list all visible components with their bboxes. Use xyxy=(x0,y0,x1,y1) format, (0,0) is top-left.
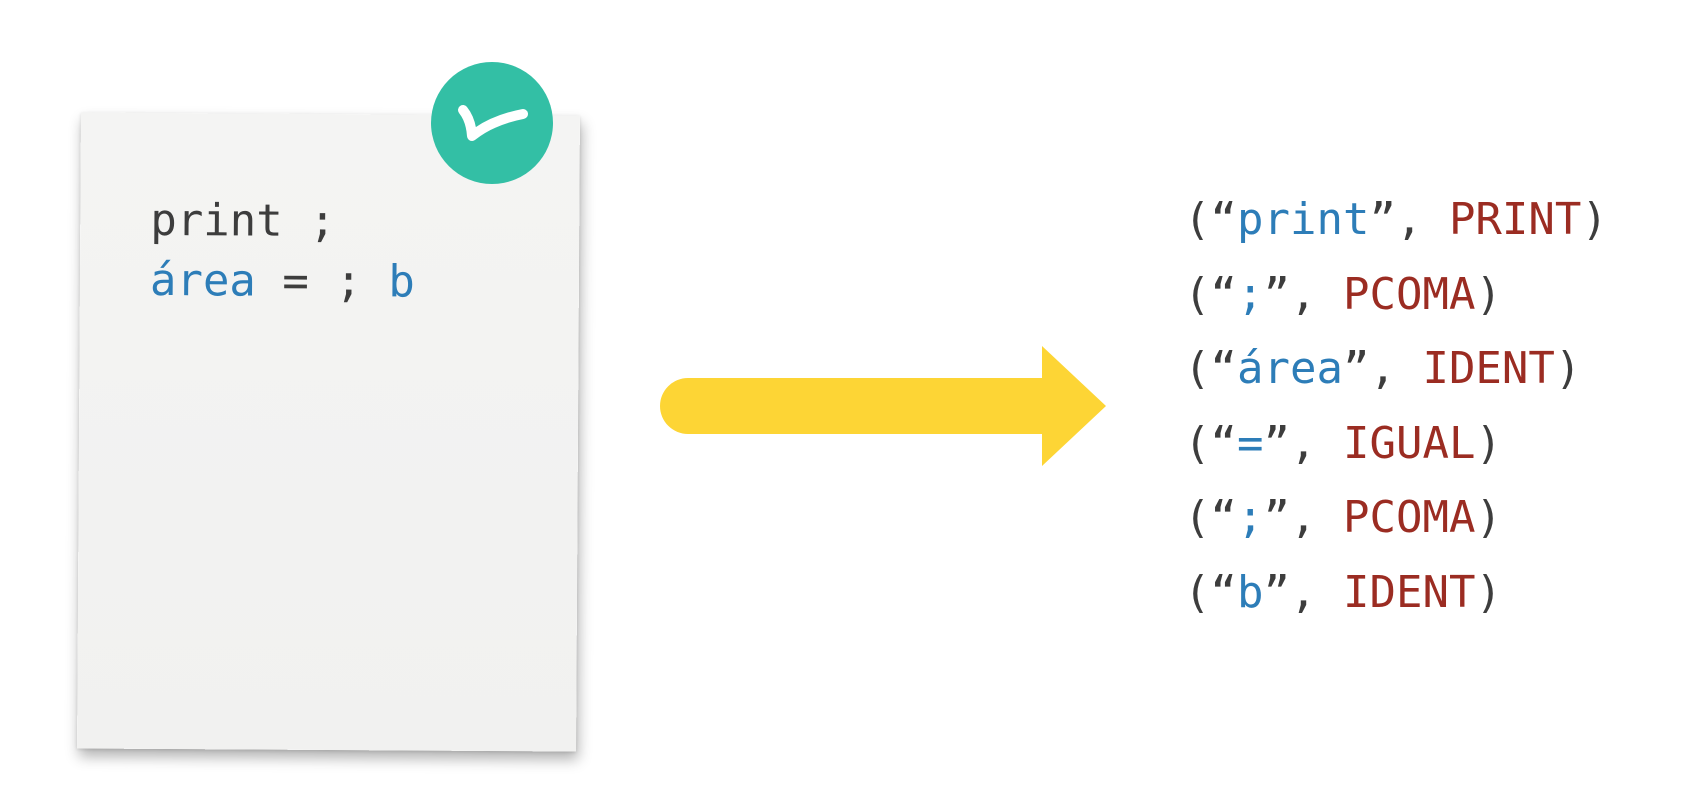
code-line: área = ; b xyxy=(150,251,415,313)
token-row: (“;”, PCOMA) xyxy=(1184,481,1608,556)
arrow-shape xyxy=(660,346,1106,466)
check-mark xyxy=(458,105,528,141)
separator-comma: , xyxy=(1290,417,1343,469)
token-list: (“print”, PRINT) (“;”, PCOMA) (“área”, IDE… xyxy=(1184,183,1608,630)
token-row: (“;”, PCOMA) xyxy=(1184,258,1608,333)
right-arrow-icon xyxy=(660,346,1106,466)
separator-comma: , xyxy=(1290,492,1343,543)
token-type: IDENT xyxy=(1422,343,1555,394)
close-quote: ” xyxy=(1263,268,1291,320)
token-type: PCOMA xyxy=(1342,492,1476,543)
token-type: IDENT xyxy=(1342,566,1476,618)
token-row: (“b”, IDENT) xyxy=(1184,556,1608,631)
open-quote: “ xyxy=(1210,417,1238,469)
close-quote: ” xyxy=(1263,417,1291,469)
open-quote: “ xyxy=(1210,492,1238,543)
token-lexeme: ; xyxy=(1237,268,1264,320)
code-segment: print ; xyxy=(150,194,336,248)
token-type: PCOMA xyxy=(1342,268,1476,320)
code-segment: = ; xyxy=(255,255,389,308)
close-paren: ) xyxy=(1554,343,1582,394)
token-type: PRINT xyxy=(1448,194,1582,245)
code-segment: área xyxy=(149,254,257,307)
open-paren: ( xyxy=(1184,343,1211,394)
token-row: (“área”, IDENT) xyxy=(1184,332,1608,407)
open-quote: “ xyxy=(1210,343,1238,394)
open-paren: ( xyxy=(1184,492,1211,543)
code-line: print ; xyxy=(150,191,415,253)
source-code: print ; área = ; b xyxy=(150,191,416,313)
token-row: (“=”, IGUAL) xyxy=(1184,407,1608,482)
open-quote: “ xyxy=(1210,268,1238,320)
separator-comma: , xyxy=(1369,343,1423,394)
open-quote: “ xyxy=(1210,194,1238,245)
check-icon xyxy=(431,62,553,184)
open-paren: ( xyxy=(1184,417,1211,469)
close-quote: ” xyxy=(1342,343,1370,394)
token-lexeme: = xyxy=(1237,417,1264,469)
open-quote: “ xyxy=(1210,566,1238,618)
open-paren: ( xyxy=(1184,194,1211,245)
open-paren: ( xyxy=(1184,268,1211,320)
code-segment: b xyxy=(388,256,415,308)
close-paren: ) xyxy=(1475,492,1502,543)
close-quote: ” xyxy=(1263,566,1291,618)
separator-comma: , xyxy=(1290,268,1343,320)
token-lexeme: área xyxy=(1237,343,1343,394)
source-code-note: print ; área = ; b xyxy=(77,112,580,752)
token-lexeme: b xyxy=(1237,566,1264,618)
separator-comma: , xyxy=(1395,194,1449,245)
close-paren: ) xyxy=(1475,566,1502,618)
token-type: IGUAL xyxy=(1342,417,1476,469)
close-paren: ) xyxy=(1475,268,1502,320)
open-paren: ( xyxy=(1184,566,1211,618)
close-paren: ) xyxy=(1581,194,1608,245)
token-lexeme: print xyxy=(1237,194,1370,245)
close-quote: ” xyxy=(1369,194,1396,245)
token-lexeme: ; xyxy=(1237,492,1264,543)
close-quote: ” xyxy=(1263,492,1291,543)
close-paren: ) xyxy=(1475,417,1502,469)
separator-comma: , xyxy=(1290,566,1343,618)
token-row: (“print”, PRINT) xyxy=(1184,183,1608,258)
